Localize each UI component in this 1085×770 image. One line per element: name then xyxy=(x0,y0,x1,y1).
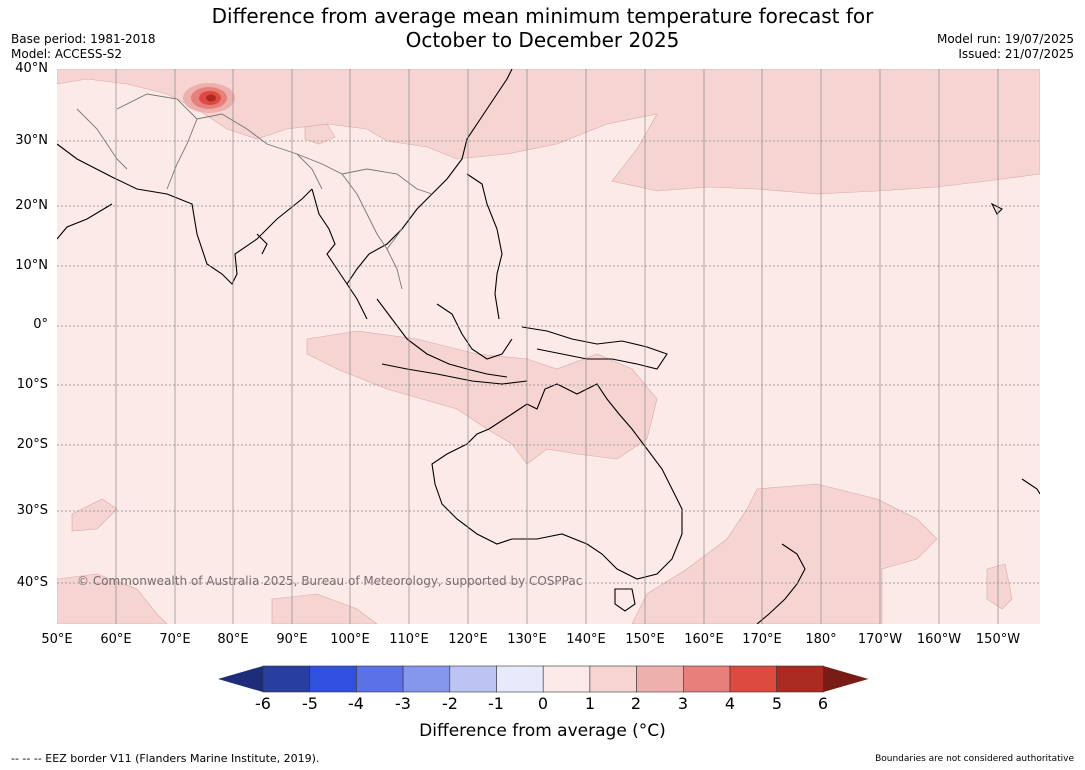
meta-right: Model run: 19/07/2025 Issued: 21/07/2025 xyxy=(937,32,1074,62)
lon-label-160e: 160°E xyxy=(684,632,724,647)
colorbar-segment xyxy=(636,665,684,693)
meta-left: Base period: 1981-2018 Model: ACCESS-S2 xyxy=(11,32,156,62)
lon-label-70e: 70°E xyxy=(159,632,191,647)
lat-label-30s: 30°S xyxy=(16,503,48,518)
colorbar-segment xyxy=(496,665,544,693)
boundaries-disclaimer: Boundaries are not considered authoritat… xyxy=(875,754,1074,764)
legend-tick-0: 0 xyxy=(537,694,549,713)
legend-tick-1: 1 xyxy=(584,694,596,713)
anomaly-1-2-regions xyxy=(57,69,1040,624)
lon-label-170w: 170°W xyxy=(857,632,903,647)
lat-label-30n: 30°N xyxy=(15,133,48,148)
colorbar-under-arrow xyxy=(218,666,263,692)
lon-label-110e: 110°E xyxy=(389,632,429,647)
colorbar-segment xyxy=(402,665,451,693)
model-name: Model: ACCESS-S2 xyxy=(11,47,123,61)
legend-tick-neg2: -2 xyxy=(442,694,458,713)
base-period: Base period: 1981-2018 xyxy=(11,32,156,46)
title-line-1: Difference from average mean minimum tem… xyxy=(211,4,874,28)
lon-label-80e: 80°E xyxy=(217,632,249,647)
legend-tick-5: 5 xyxy=(771,694,783,713)
lat-label-40s: 40°S xyxy=(16,575,48,590)
lon-label-180: 180° xyxy=(805,632,837,647)
anomaly-hotspot xyxy=(183,83,235,113)
legend-tick-neg4: -4 xyxy=(348,694,364,713)
model-run: Model run: 19/07/2025 xyxy=(936,32,1074,46)
colorbar-segment xyxy=(682,665,731,693)
colorbar-segment xyxy=(776,665,824,693)
lat-label-10n: 10°N xyxy=(15,258,48,273)
colorbar-over-arrow xyxy=(823,666,869,692)
issued-date: Issued: 21/07/2025 xyxy=(958,47,1074,61)
legend-tick-neg1: -1 xyxy=(488,694,504,713)
legend-tick-4: 4 xyxy=(724,694,736,713)
chart-title: Difference from average mean minimum tem… xyxy=(0,4,1085,52)
lon-label-160w: 160°W xyxy=(916,632,962,647)
colorbar-segment xyxy=(542,665,591,693)
lon-label-140e: 140°E xyxy=(566,632,606,647)
colorbar-segment xyxy=(309,665,357,693)
lat-label-40n: 40°N xyxy=(15,61,48,76)
map-area xyxy=(57,69,1040,624)
lon-label-100e: 100°E xyxy=(330,632,370,647)
colorbar-segment xyxy=(262,665,311,693)
lon-label-60e: 60°E xyxy=(100,632,132,647)
copyright-notice: © Commonwealth of Australia 2025, Bureau… xyxy=(77,574,583,588)
gridlines xyxy=(57,69,1040,624)
map-svg xyxy=(57,69,1040,624)
lon-label-120e: 120°E xyxy=(448,632,488,647)
colorbar-svg xyxy=(218,665,869,693)
legend-colorbar xyxy=(0,664,1085,734)
legend-title: Difference from average (°C) xyxy=(419,721,666,741)
lat-label-10s: 10°S xyxy=(16,377,48,392)
lat-label-0: 0° xyxy=(33,317,48,332)
coastlines xyxy=(57,69,1040,624)
colorbar-segment xyxy=(729,665,778,693)
legend-tick-6: 6 xyxy=(817,694,829,713)
lon-label-170e: 170°E xyxy=(742,632,782,647)
legend-tick-neg3: -3 xyxy=(395,694,411,713)
legend-tick-3: 3 xyxy=(677,694,689,713)
eez-border-note: -- -- -- EEZ border V11 (Flanders Marine… xyxy=(11,752,320,765)
lon-label-150e: 150°E xyxy=(625,632,665,647)
lat-label-20n: 20°N xyxy=(15,198,48,213)
lon-label-50e: 50°E xyxy=(41,632,73,647)
title-line-2: October to December 2025 xyxy=(405,28,680,52)
legend-tick-2: 2 xyxy=(630,694,642,713)
country-borders xyxy=(76,93,433,290)
colorbar-segment xyxy=(356,665,404,693)
lon-label-130e: 130°E xyxy=(507,632,547,647)
colorbar-segment xyxy=(589,665,637,693)
lon-label-90e: 90°E xyxy=(276,632,308,647)
colorbar-segment xyxy=(449,665,497,693)
lat-label-20s: 20°S xyxy=(16,437,48,452)
legend-tick-neg5: -5 xyxy=(302,694,318,713)
legend-tick-neg6: -6 xyxy=(255,694,271,713)
lon-label-150w: 150°W xyxy=(975,632,1021,647)
